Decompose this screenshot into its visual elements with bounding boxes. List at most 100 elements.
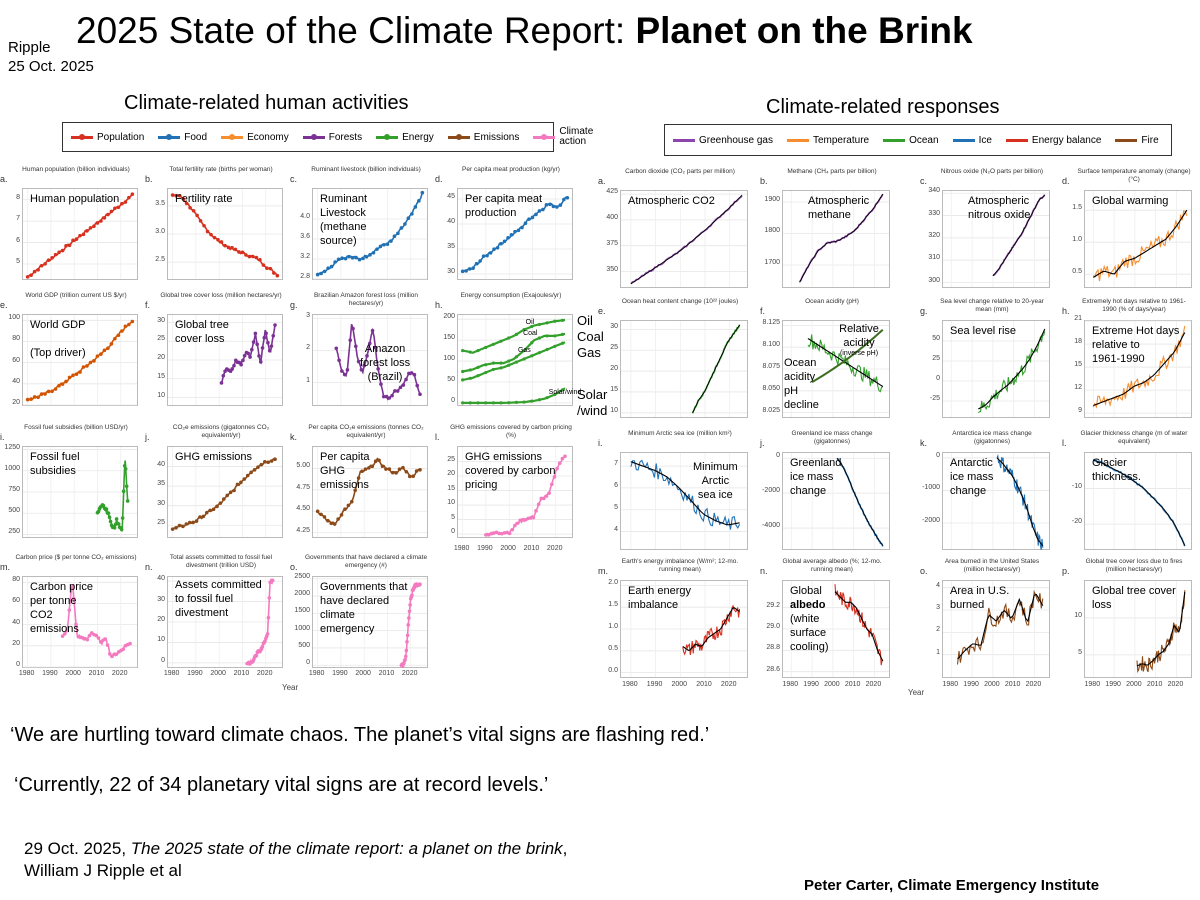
data-point [343, 256, 348, 261]
data-point [216, 238, 220, 242]
panel-title: Fossil fuel subsidies (billion USD/yr) [24, 424, 128, 431]
chart-panel-activity-g: g. Brazilian Amazon forest loss (million … [290, 292, 428, 406]
panel-letter: e. [0, 300, 8, 310]
chart-panel-response-c: c. Nitrous oxide (N₂O parts per billion) 3… [920, 168, 1050, 288]
data-point [522, 328, 526, 332]
data-point [553, 319, 557, 323]
data-point [553, 392, 557, 397]
data-point [187, 520, 192, 525]
data-point [531, 515, 536, 520]
panel-title: Per capita CO₂e emissions (tonnes CO₂ eq… [308, 424, 424, 439]
data-point [541, 207, 545, 212]
chart-svg [1085, 191, 1191, 287]
plot-area [22, 314, 138, 406]
chart-svg [23, 577, 137, 668]
plot-area [1084, 320, 1192, 418]
chart-svg [943, 453, 1049, 550]
data-point [356, 476, 361, 480]
legend-label: Climate action [559, 126, 594, 147]
data-point [228, 490, 233, 495]
data-point [376, 367, 380, 371]
data-point [266, 460, 270, 465]
y-tick-label: 40 [447, 218, 455, 225]
y-tick-label: 4 [936, 581, 940, 589]
legend-label: Emissions [473, 131, 520, 143]
data-point [515, 521, 520, 526]
data-point [365, 354, 369, 358]
trend-line [996, 457, 1044, 547]
y-tick-label: 200 [443, 313, 455, 321]
data-point [108, 519, 113, 524]
data-point [537, 351, 542, 355]
data-point [211, 507, 216, 512]
data-point [174, 193, 178, 198]
y-tick-label: 7 [16, 215, 20, 223]
data-point [256, 465, 260, 469]
data-point [266, 615, 271, 620]
citation-prefix: 29 Oct. 2025, [24, 839, 131, 858]
data-point [184, 522, 189, 526]
y-tick-label: 50 [932, 335, 940, 342]
panel-title: Earth's energy imbalance (W/m²; 12-mo. r… [621, 558, 739, 573]
data-point [119, 527, 124, 532]
y-tick-label: 0 [776, 452, 780, 460]
chart-panel-response-k: k. Antarctica ice mass change (gigatonnes… [920, 430, 1050, 550]
data-point [557, 461, 562, 466]
data-point [65, 628, 69, 633]
x-tick-label: 2010 [88, 670, 105, 677]
y-tick-label: 25 [610, 344, 618, 352]
panel-title: CO₂e emissions (gigatonnes CO₂ equivalen… [172, 424, 270, 439]
y-tick-label: 20 [12, 399, 20, 406]
y-tick-label: 30 [157, 499, 165, 507]
data-point [269, 344, 274, 348]
data-point [492, 247, 496, 251]
data-point [57, 250, 61, 255]
y-tick-label: 2000 [294, 590, 310, 598]
chart-panel-activity-f: f. Global tree cover loss (million hectar… [145, 292, 283, 406]
data-point [71, 238, 75, 243]
y-tick-label: 45 [447, 193, 455, 200]
data-point [261, 263, 266, 267]
data-point [188, 206, 192, 210]
data-point [85, 637, 90, 642]
data-point [50, 256, 54, 260]
citation: 29 Oct. 2025, The 2025 state of the clim… [24, 838, 567, 882]
data-point [363, 467, 368, 471]
x-tick-label: 1990 [332, 670, 348, 677]
data-point [484, 363, 488, 367]
data-point [346, 503, 351, 508]
data-point [401, 465, 405, 470]
series-line-solarwind [462, 387, 566, 404]
x-axis-ticks: 1980 1990 2000 2010 2020 [454, 545, 571, 555]
chart-svg [313, 447, 427, 537]
data-point [271, 333, 276, 338]
data-point [484, 345, 488, 350]
trend-line [992, 195, 1046, 277]
data-point [315, 272, 320, 277]
data-point [510, 527, 515, 532]
data-point [528, 516, 533, 520]
y-tick-label: 10 [610, 406, 618, 414]
legend-human-activities: Population Food Economy Forests Energy Emissi… [62, 122, 593, 152]
author-name: Ripple [8, 39, 51, 56]
data-point [269, 459, 274, 463]
plot-area [1084, 580, 1192, 678]
data-point [407, 371, 411, 376]
plot-area [167, 188, 283, 280]
data-point [396, 231, 400, 236]
section-title-right: Climate-related responses [766, 96, 1000, 118]
data-point [411, 474, 415, 479]
x-tick-label: 2020 [1025, 681, 1042, 688]
trend-line [836, 457, 884, 546]
y-tick-label: 5.00 [296, 462, 310, 470]
series-line [1092, 459, 1186, 547]
chart-svg [621, 321, 747, 417]
chart-panel-response-b: b. Methane (CH₄ parts per billion) 1900 180… [760, 168, 890, 288]
data-point [495, 245, 500, 250]
data-point [195, 213, 199, 218]
data-point [233, 247, 238, 252]
data-point [32, 269, 37, 274]
x-tick-label: 1980 [782, 681, 799, 688]
data-point [99, 352, 103, 356]
chart-svg [168, 577, 282, 667]
